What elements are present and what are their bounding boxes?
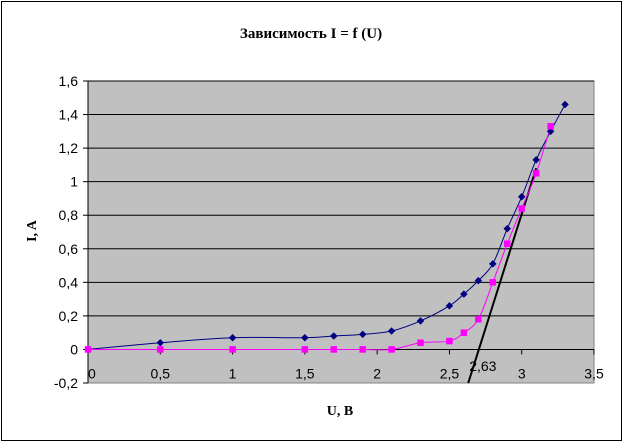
series-0-point: [460, 290, 468, 298]
series-1-point: [84, 346, 92, 353]
plot-area: [87, 80, 595, 384]
y-tick-label: 0: [70, 341, 78, 357]
series-1-point: [417, 339, 424, 346]
y-tick-label: 0,2: [59, 308, 79, 324]
x-tick-label: 3,5: [584, 365, 604, 381]
series-1-point: [330, 346, 338, 353]
series-1-point: [475, 315, 482, 323]
series-0-point: [517, 192, 526, 201]
y-tick-label: 1,4: [59, 107, 79, 123]
x-axis-title: U, B: [327, 404, 353, 419]
y-axis-title: I, A: [25, 219, 40, 242]
x-tick-label: 2: [373, 365, 381, 381]
y-tick-label: 1: [70, 174, 78, 190]
marker-layer: [84, 100, 569, 354]
series-0-point: [532, 156, 541, 164]
x-tick-label: 2,5: [440, 365, 460, 381]
x-tick-label: 1,5: [295, 365, 315, 381]
y-tick-label: 0,8: [59, 207, 79, 223]
series-0-point: [488, 260, 497, 268]
x-tick-label: 0,5: [151, 365, 171, 381]
annotation-label: 2,63: [469, 358, 496, 374]
series-0-point: [561, 100, 569, 109]
series-1-line: [87, 126, 552, 351]
y-tick-label: -0,2: [54, 375, 78, 391]
series-1-point: [359, 346, 366, 353]
series-1-point: [518, 205, 525, 212]
x-tick-label: 1: [229, 365, 237, 381]
series-1-point: [229, 346, 236, 353]
series-0-point: [358, 330, 367, 339]
label-layer: -0,2 0 0,2 0,4 0,6 0,8 1 1,2 1,4 1,6 0 0,5 1 1,5 2 2,5 3…: [54, 73, 604, 391]
series-0-point: [474, 276, 483, 285]
series-0-point: [503, 224, 512, 233]
series-0-point: [546, 127, 555, 136]
series-1-point: [532, 170, 540, 177]
series-1-point: [504, 240, 511, 247]
series-1-point: [446, 337, 453, 345]
x-tick-label: 3: [518, 365, 526, 381]
series-0-point: [387, 327, 396, 335]
series-0-point: [228, 333, 237, 342]
series-0-point: [416, 317, 425, 325]
series-1-point: [388, 346, 395, 353]
series-1-point: [157, 346, 164, 353]
y-tick-label: 0,6: [59, 241, 79, 257]
series-0-point: [329, 332, 338, 340]
series-1-point: [489, 279, 497, 286]
series-0-point: [301, 333, 309, 342]
series-1-point: [460, 329, 468, 336]
tangent-line: [467, 167, 538, 384]
y-tick-label: 1,6: [59, 73, 79, 89]
series-1-point: [547, 123, 554, 130]
series-0-point: [445, 301, 454, 310]
x-tick-label: 0: [88, 365, 96, 381]
y-tick-label: 1,2: [59, 140, 79, 156]
y-tick-label: 0,4: [59, 274, 79, 290]
chart-title: Зависимость I = f (U): [240, 26, 382, 42]
series-1-point: [301, 346, 309, 353]
